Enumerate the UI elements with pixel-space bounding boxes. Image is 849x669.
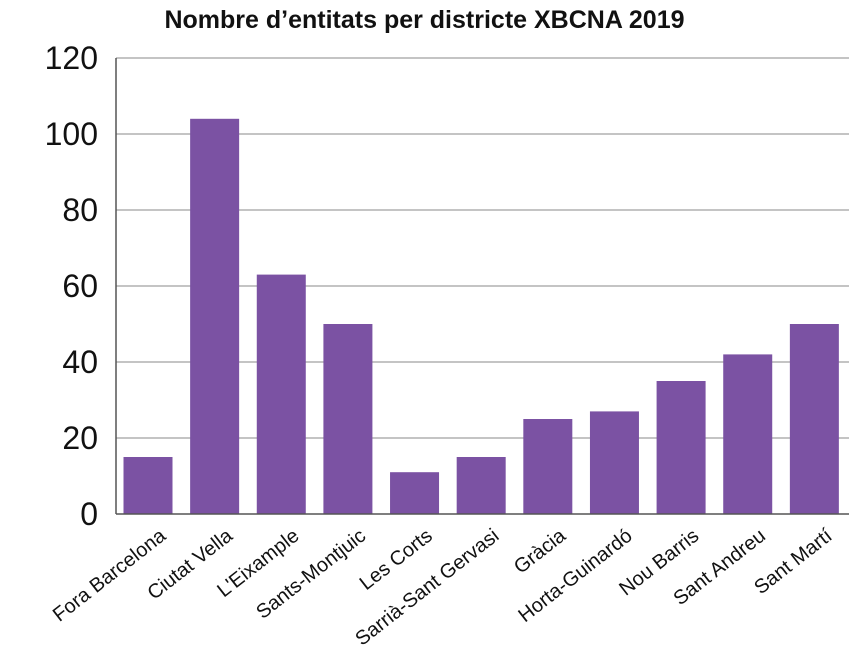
y-tick-label: 80 — [62, 192, 98, 228]
bar — [589, 411, 639, 514]
bar — [256, 274, 306, 514]
y-tick-label: 20 — [62, 420, 98, 456]
y-tick-label: 60 — [62, 268, 98, 304]
bar — [789, 324, 839, 514]
bar — [656, 381, 706, 514]
y-tick-label: 100 — [45, 116, 98, 152]
bar — [390, 472, 440, 514]
bars — [123, 118, 839, 515]
chart-title: Nombre d’entitats per districte XBCNA 20… — [164, 6, 685, 34]
bar — [523, 419, 573, 514]
bar — [456, 457, 506, 514]
bar — [123, 457, 173, 514]
y-tick-label: 120 — [45, 40, 98, 76]
y-tick-label: 0 — [80, 496, 98, 532]
y-tick-labels: 0 20 40 60 80 100 120 — [45, 40, 98, 532]
x-tick-label: Horta-Guinardó — [514, 525, 636, 627]
x-tick-label: Gràcia — [510, 524, 571, 578]
bar — [323, 324, 373, 514]
x-tick-label: Fora Barcelona — [49, 524, 171, 626]
bar — [723, 354, 773, 514]
axes — [115, 58, 849, 515]
y-tick-label: 40 — [62, 344, 98, 380]
bar — [190, 118, 240, 515]
